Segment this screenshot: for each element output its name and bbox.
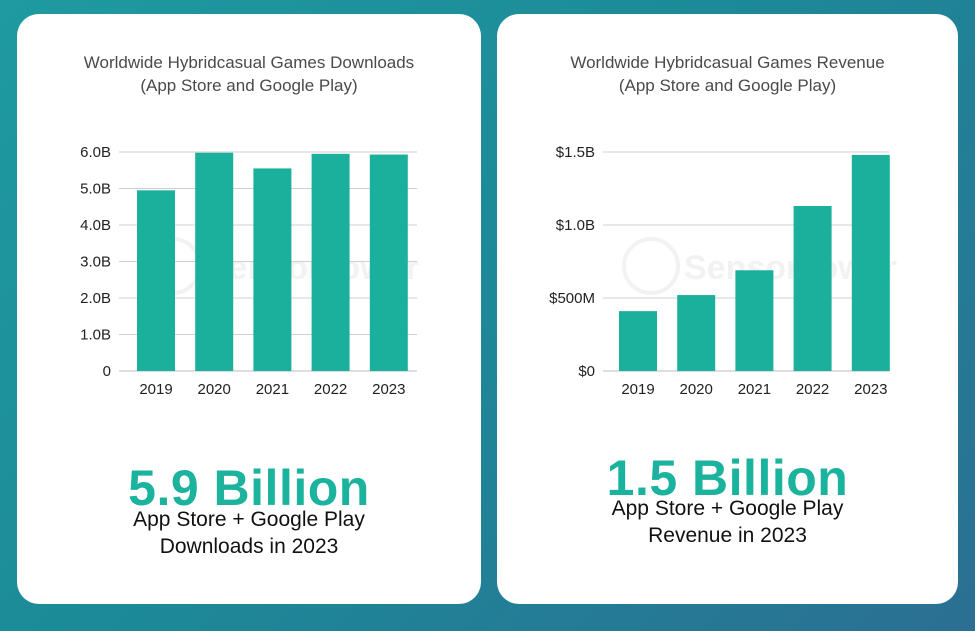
watermark-logo-icon [622, 237, 680, 295]
revenue-bar-2021 [735, 270, 774, 371]
downloads-x-tick-label: 2021 [256, 381, 289, 398]
revenue-bar-2023 [851, 154, 890, 371]
downloads-x-tick-label: 2023 [372, 381, 405, 398]
revenue-y-tick-label: $1.0B [556, 217, 595, 234]
revenue-chart-title: Worldwide Hybridcasual Games Revenue (Ap… [497, 51, 958, 97]
downloads-y-tick-label: 0 [103, 363, 111, 380]
downloads-bar-2022 [311, 153, 350, 371]
downloads-big-stat: 5.9 Billion [128, 460, 370, 516]
downloads-y-tick-label: 5.0B [80, 181, 111, 198]
revenue-title-line2: (App Store and Google Play) [618, 76, 837, 95]
revenue-x-tick-label: 2021 [738, 381, 771, 398]
downloads-y-tick-label: 3.0B [80, 254, 111, 271]
revenue-y-tick-label: $0 [578, 363, 595, 380]
revenue-x-tick-label: 2019 [621, 381, 654, 398]
downloads-x-tick-label: 2019 [139, 381, 172, 398]
downloads-bar-2020 [195, 152, 234, 371]
downloads-bar-2019 [137, 190, 175, 371]
revenue-title-line1: Worldwide Hybridcasual Games Revenue [570, 53, 885, 72]
downloads-x-tick-label: 2022 [314, 381, 347, 398]
revenue-big-stat: 1.5 Billion [606, 450, 849, 506]
downloads-title-line2: (App Store and Google Play) [140, 76, 358, 95]
downloads-bar-2023 [369, 154, 408, 371]
downloads-y-tick-label: 6.0B [80, 144, 111, 161]
downloads-card: Worldwide Hybridcasual Games Downloads (… [17, 14, 481, 604]
revenue-y-tick-label: $1.5B [556, 144, 595, 161]
downloads-bar-chart: SensorTower01.0B2.0B3.0B4.0B5.0B6.0B2019… [80, 144, 419, 398]
revenue-bar-2022 [793, 206, 832, 371]
downloads-y-tick-label: 1.0B [80, 327, 111, 344]
downloads-chart-title: Worldwide Hybridcasual Games Downloads (… [17, 51, 481, 97]
downloads-stat-caption: App Store + Google Play Downloads in 202… [17, 506, 481, 560]
revenue-x-tick-label: 2020 [680, 381, 713, 398]
revenue-y-tick-label: $500M [549, 290, 595, 307]
revenue-card: Worldwide Hybridcasual Games Revenue (Ap… [497, 14, 958, 604]
revenue-caption-line2: Revenue in 2023 [648, 524, 807, 547]
downloads-y-tick-label: 4.0B [80, 217, 111, 234]
downloads-bar-2021 [253, 168, 292, 371]
downloads-caption-line2: Downloads in 2023 [159, 535, 339, 558]
revenue-stat-caption: App Store + Google Play Revenue in 2023 [497, 495, 958, 549]
revenue-bar-2019 [619, 311, 657, 371]
downloads-x-tick-label: 2020 [198, 381, 231, 398]
downloads-caption-line1: App Store + Google Play [133, 508, 365, 531]
revenue-caption-line1: App Store + Google Play [611, 497, 844, 520]
revenue-x-tick-label: 2023 [854, 381, 887, 398]
downloads-title-line1: Worldwide Hybridcasual Games Downloads [83, 53, 415, 72]
revenue-x-tick-label: 2022 [796, 381, 829, 398]
revenue-bar-2020 [677, 295, 716, 371]
downloads-y-tick-label: 2.0B [80, 290, 111, 307]
